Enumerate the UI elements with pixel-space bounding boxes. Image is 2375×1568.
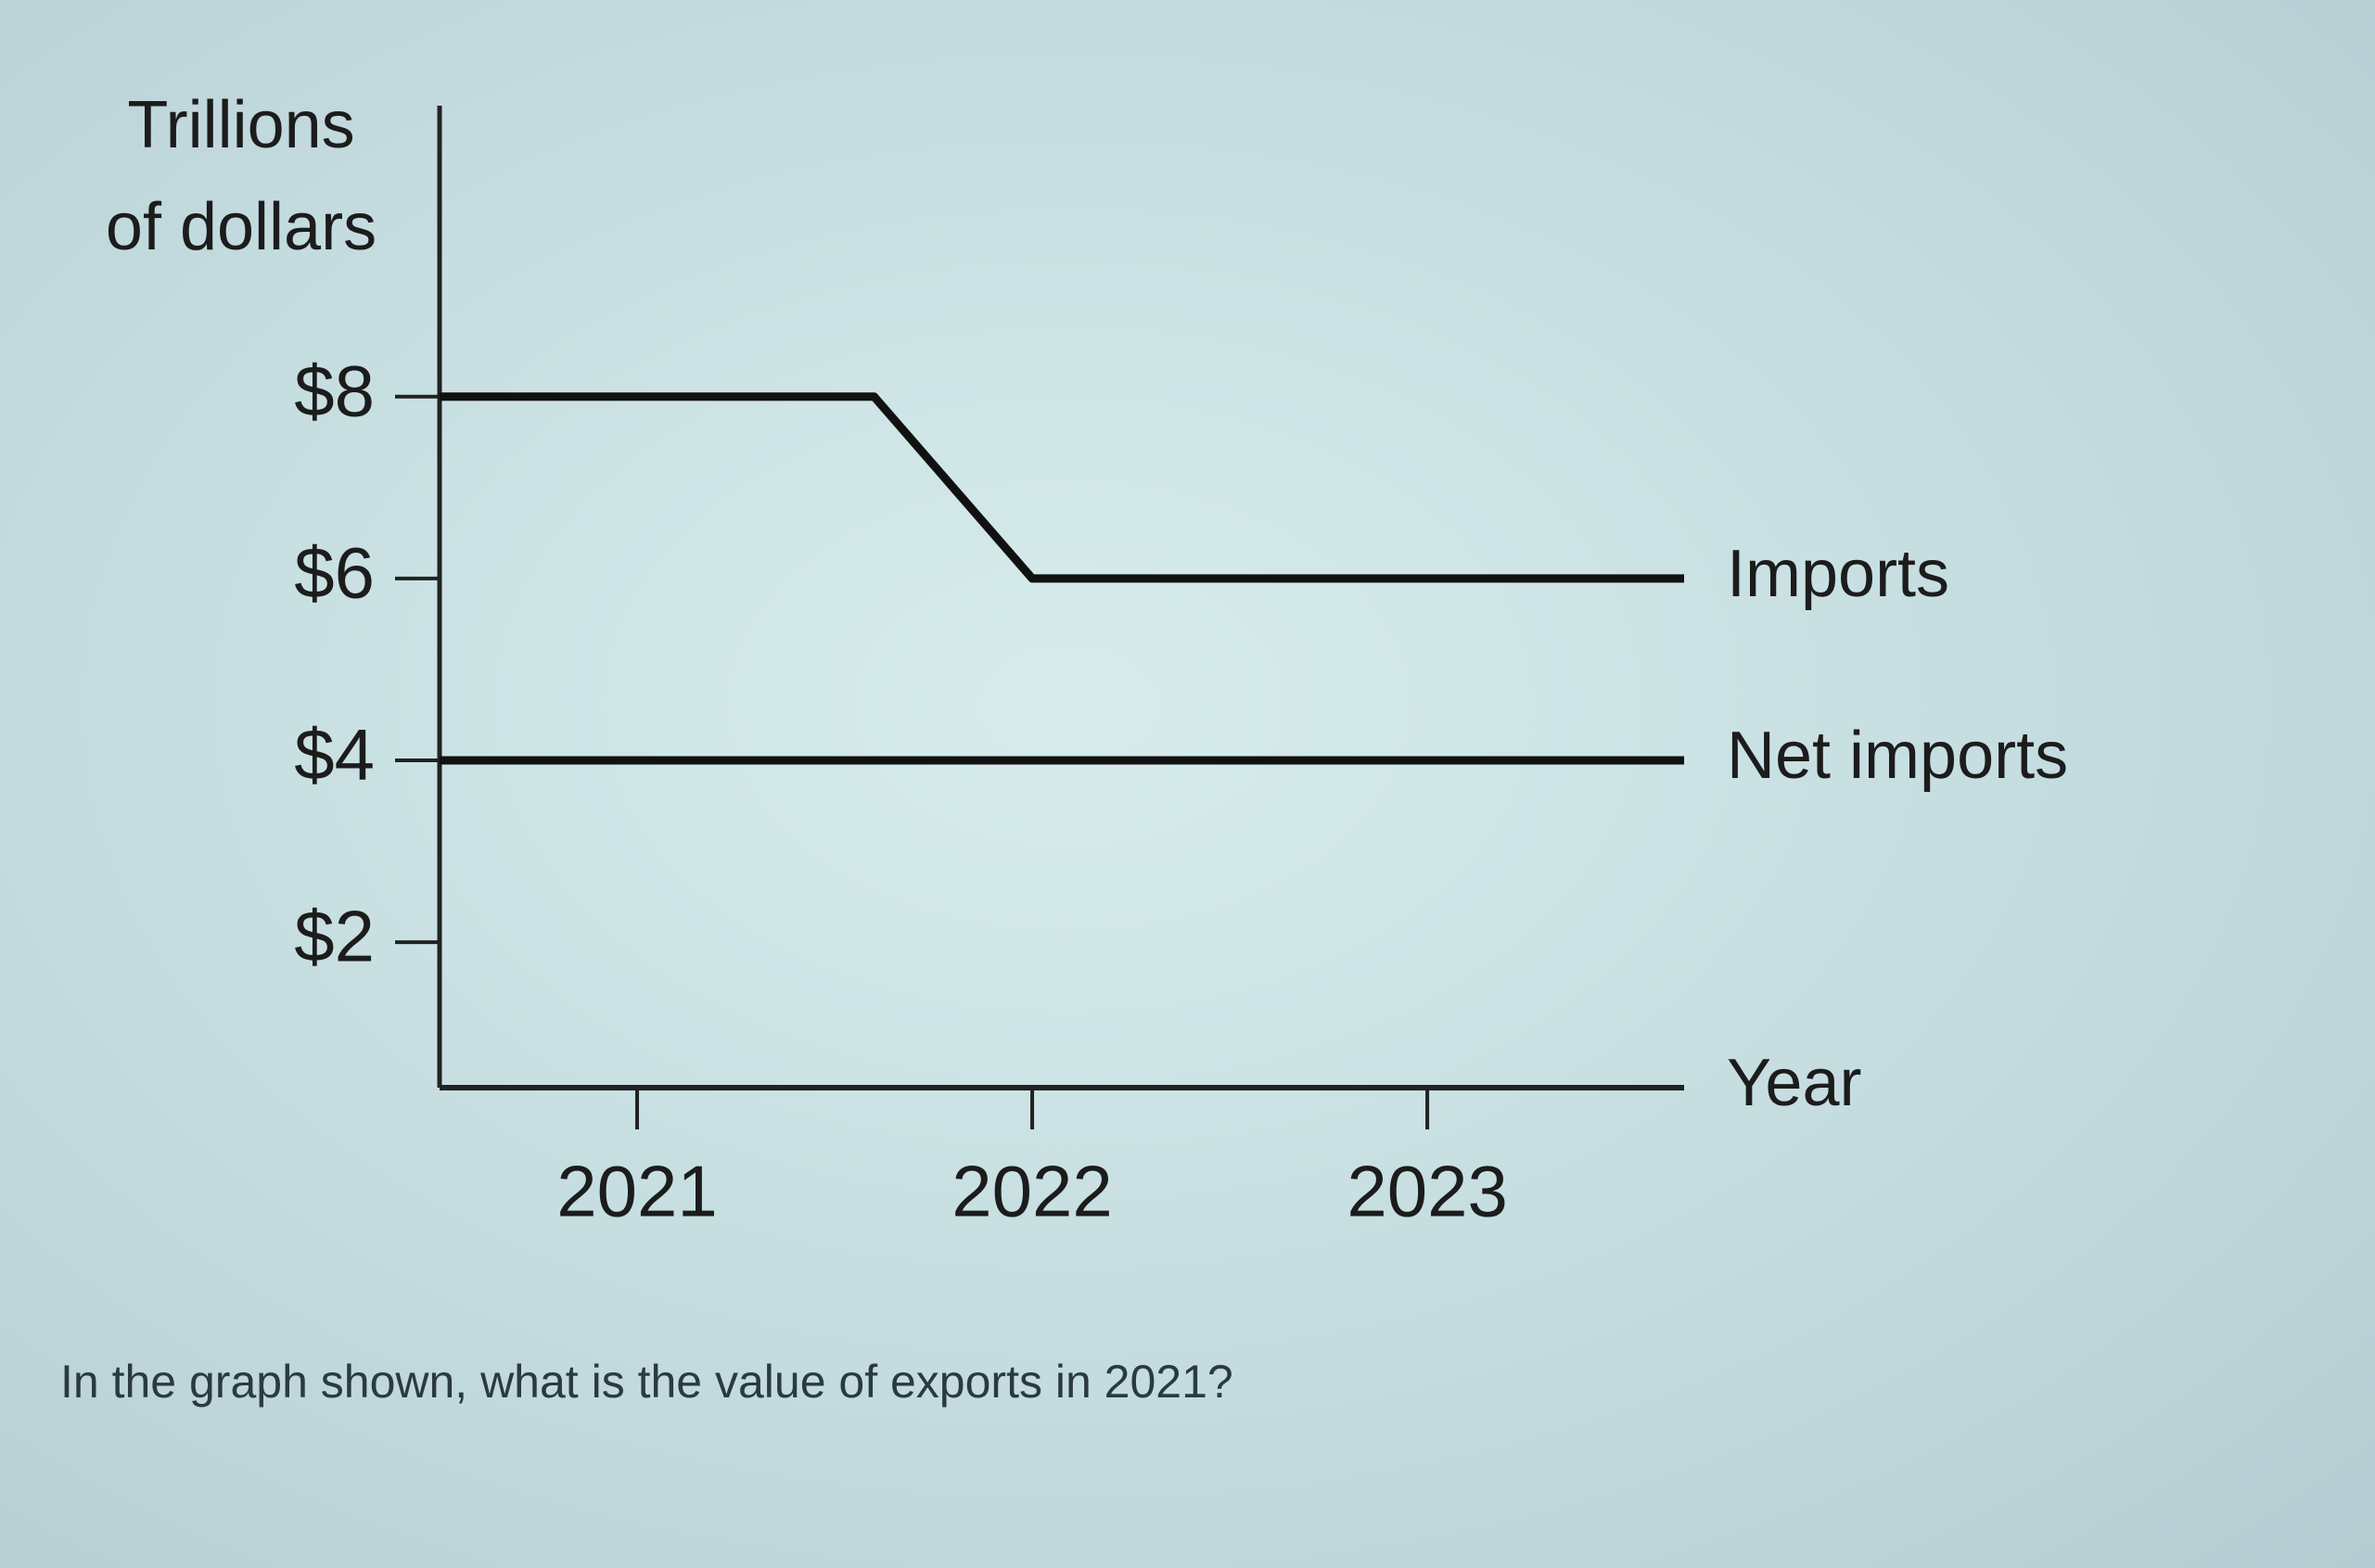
y-axis-label: of dollars	[106, 190, 377, 264]
y-tick-label: $8	[294, 350, 375, 431]
series-label: Net imports	[1727, 719, 2068, 793]
y-tick-label: $6	[294, 531, 375, 613]
question: In the graph shown, what is the value of…	[60, 1356, 1233, 1408]
y-tick-label: $2	[294, 896, 375, 977]
y-tick-label: $4	[294, 714, 375, 796]
y-axis-label: Trillions	[127, 88, 354, 162]
series-label: Imports	[1727, 537, 1949, 611]
x-axis-label: Year	[1727, 1046, 1861, 1120]
series-line	[440, 392, 1684, 583]
x-tick-label: 2023	[1347, 1151, 1508, 1232]
x-tick-label: 2022	[951, 1151, 1113, 1232]
x-tick-label: 2021	[556, 1151, 718, 1232]
